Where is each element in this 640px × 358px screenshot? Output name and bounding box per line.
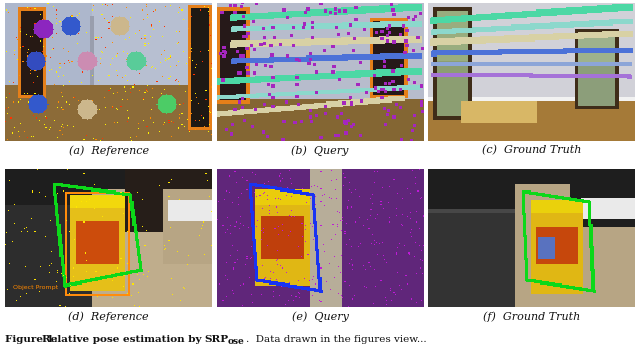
Text: Relative pose estimation by: Relative pose estimation by <box>42 335 205 344</box>
Text: Object Prompt: Object Prompt <box>13 285 58 290</box>
Text: .  Data drawn in the figures view...: . Data drawn in the figures view... <box>246 335 427 344</box>
Text: (e)  Query: (e) Query <box>292 311 348 322</box>
Text: (d)  Reference: (d) Reference <box>68 311 149 322</box>
Text: ose: ose <box>227 337 244 345</box>
Text: SRP: SRP <box>205 335 229 344</box>
Text: (c)  Ground Truth: (c) Ground Truth <box>482 145 581 155</box>
Text: (a)  Reference: (a) Reference <box>68 145 148 156</box>
Text: (b)  Query: (b) Query <box>291 145 349 156</box>
Text: (f)  Ground Truth: (f) Ground Truth <box>483 311 580 322</box>
Text: Figure 1:: Figure 1: <box>5 335 61 344</box>
